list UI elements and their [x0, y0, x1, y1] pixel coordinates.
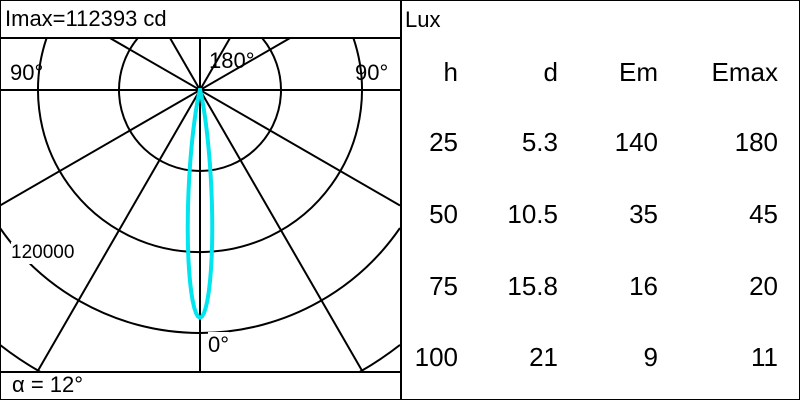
table-cell: 5.3	[521, 127, 558, 157]
polar-grid-ring	[0, 344, 41, 372]
polar-grid-ring	[359, 344, 400, 372]
table-cell: 75	[429, 271, 458, 301]
panel-divider	[400, 0, 402, 400]
polar-intensity-diagram	[0, 38, 400, 372]
lux-label: Lux	[405, 7, 441, 32]
footer-divider	[0, 371, 400, 373]
table-cell: 10.5	[507, 199, 558, 229]
table-cell: 100	[414, 342, 458, 372]
angle-label-top: 180°	[209, 48, 255, 73]
table-cell: 50	[429, 199, 458, 229]
table-cell: 45	[749, 199, 778, 229]
polar-grid-spoke	[0, 38, 291, 207]
table-cell: 15.8	[507, 271, 558, 301]
ring-value-label: 120000	[11, 242, 75, 264]
table-cell: 16	[629, 271, 658, 301]
polar-grid-spoke	[109, 38, 400, 207]
imax-label: Imax=112393 cd	[5, 6, 167, 31]
column-header-h: h	[443, 57, 458, 87]
angle-label-bottom: 0°	[208, 332, 230, 358]
table-cell: 9	[643, 342, 658, 372]
column-header-emax: Emax	[711, 57, 778, 87]
table-cell: 25	[429, 127, 458, 157]
column-header-em: Em	[619, 57, 658, 87]
table-cell: 20	[749, 271, 778, 301]
table-cell: 180	[734, 127, 778, 157]
table-cell: 11	[751, 342, 778, 372]
table-cell: 140	[614, 127, 658, 157]
angle-label-right: 90°	[355, 60, 389, 85]
intensity-curve	[185, 88, 215, 320]
beam-angle-label: α = 12°	[12, 372, 84, 397]
angle-label-left: 90°	[10, 60, 44, 85]
table-cell: 35	[629, 199, 658, 229]
table-cell: 21	[529, 342, 558, 372]
column-header-d: d	[543, 57, 558, 87]
